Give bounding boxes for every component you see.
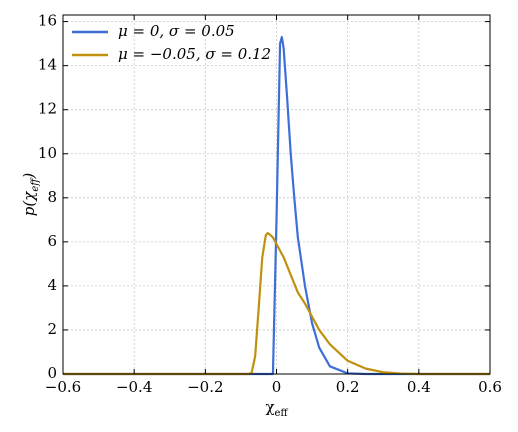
- y-axis-label: p(χeff): [20, 173, 41, 217]
- x-tick-label: 0: [272, 378, 282, 396]
- x-tick-label: −0.4: [116, 378, 152, 396]
- y-axis-label-part: ): [20, 173, 38, 180]
- x-tick-label: 0.6: [478, 378, 502, 396]
- y-tick-label: 8: [47, 188, 57, 206]
- y-axis-label-part: eff: [30, 177, 41, 192]
- y-tick-label: 14: [38, 56, 57, 74]
- y-tick-label: 10: [38, 144, 57, 162]
- y-tick-label: 4: [47, 276, 57, 294]
- y-tick-label: 16: [38, 12, 57, 30]
- y-tick-label: 6: [47, 232, 57, 250]
- y-tick-label: 2: [47, 320, 57, 338]
- data-line: [63, 231, 490, 376]
- y-axis-label-part: p(χ: [20, 191, 38, 216]
- legend-label: μ = −0.05, σ = 0.12: [118, 45, 271, 63]
- x-tick-label: 0.2: [336, 378, 360, 396]
- y-tick-label: 0: [47, 364, 57, 382]
- x-tick-label: −0.6: [45, 378, 81, 396]
- x-axis-label: χeff: [265, 398, 288, 419]
- x-axis-label-part: eff: [275, 408, 289, 419]
- x-tick-label: −0.2: [187, 378, 223, 396]
- x-tick-label: 0.4: [407, 378, 431, 396]
- y-tick-label: 12: [38, 100, 57, 118]
- x-axis-label-part: χ: [265, 398, 274, 416]
- legend-label: μ = 0, σ = 0.05: [118, 22, 235, 40]
